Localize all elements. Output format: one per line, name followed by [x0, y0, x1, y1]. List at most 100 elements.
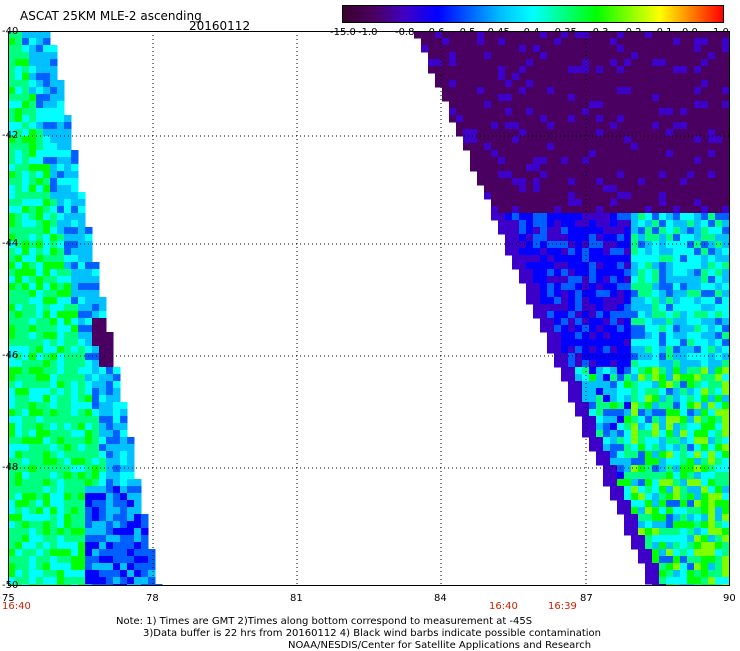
- swath-cell: [8, 563, 16, 571]
- swath-cell: [50, 360, 58, 368]
- swath-cell: [638, 31, 646, 39]
- swath-cell: [15, 213, 23, 221]
- swath-cell: [701, 528, 709, 536]
- swath-cell: [638, 171, 646, 179]
- swath-cell: [610, 248, 618, 256]
- swath-cell: [15, 311, 23, 319]
- swath-cell: [715, 535, 723, 543]
- swath-cell: [463, 136, 471, 144]
- swath-cell: [99, 381, 107, 389]
- swath-cell: [540, 59, 548, 67]
- swath-cell: [610, 402, 618, 410]
- colorbar-label: -1.0: [358, 27, 378, 38]
- swath-cell: [78, 409, 86, 417]
- swath-cell: [638, 269, 646, 277]
- swath-cell: [491, 87, 499, 95]
- swath-cell: [113, 381, 121, 389]
- swath-cell: [113, 556, 121, 564]
- swath-cell: [554, 66, 562, 74]
- swath-cell: [519, 59, 527, 67]
- note-line: NOAA/NESDIS/Center for Satellite Applica…: [288, 640, 592, 651]
- swath-cell: [603, 206, 611, 214]
- swath-cell: [8, 458, 16, 466]
- swath-cell: [603, 66, 611, 74]
- swath-cell: [43, 38, 51, 46]
- map-plot[interactable]: [8, 31, 730, 586]
- swath-cell: [694, 87, 702, 95]
- swath-cell: [722, 206, 730, 214]
- swath-cell: [638, 157, 646, 165]
- swath-cell: [687, 360, 695, 368]
- swath-cell: [624, 220, 632, 228]
- swath-cell: [71, 213, 79, 221]
- swath-cell: [715, 542, 723, 550]
- swath-cell: [603, 353, 611, 361]
- swath-cell: [694, 423, 702, 431]
- swath-cell: [148, 556, 156, 564]
- swath-cell: [57, 129, 65, 137]
- swath-cell: [64, 528, 72, 536]
- swath-cell: [701, 479, 709, 487]
- swath-cell: [694, 255, 702, 263]
- swath-cell: [22, 325, 30, 333]
- swath-cell: [78, 416, 86, 424]
- swath-cell: [645, 276, 653, 284]
- swath-cell: [15, 500, 23, 508]
- swath-cell: [715, 234, 723, 242]
- swath-cell: [596, 122, 604, 130]
- swath-cell: [610, 423, 618, 431]
- swath-cell: [540, 38, 548, 46]
- swath-cell: [673, 388, 681, 396]
- swath-cell: [57, 185, 65, 193]
- swath-cell: [15, 346, 23, 354]
- swath-cell: [127, 556, 135, 564]
- swath-cell: [638, 444, 646, 452]
- swath-cell: [722, 52, 730, 60]
- swath-cell: [694, 549, 702, 557]
- swath-cell: [15, 521, 23, 529]
- swath-cell: [582, 234, 590, 242]
- swath-cell: [708, 374, 716, 382]
- swath-cell: [120, 577, 128, 585]
- swath-cell: [568, 346, 576, 354]
- swath-cell: [15, 255, 23, 263]
- swath-cell: [8, 80, 16, 88]
- swath-cell: [715, 388, 723, 396]
- swath-cell: [589, 150, 597, 158]
- swath-cell: [36, 52, 44, 60]
- swath-cell: [120, 500, 128, 508]
- swath-cell: [463, 45, 471, 53]
- swath-cell: [666, 129, 674, 137]
- swath-cell: [568, 115, 576, 123]
- swath-cell: [22, 423, 30, 431]
- swath-cell: [22, 346, 30, 354]
- swath-cell: [638, 129, 646, 137]
- swath-cell: [659, 59, 667, 67]
- swath-cell: [15, 87, 23, 95]
- swath-cell: [106, 416, 114, 424]
- swath-cell: [36, 206, 44, 214]
- swath-cell: [575, 325, 583, 333]
- swath-cell: [50, 234, 58, 242]
- swath-cell: [673, 528, 681, 536]
- swath-cell: [638, 507, 646, 515]
- swath-cell: [575, 94, 583, 102]
- swath-cell: [36, 332, 44, 340]
- swath-cell: [652, 395, 660, 403]
- swath-cell: [442, 52, 450, 60]
- swath-cell: [64, 248, 72, 256]
- swath-cell: [561, 332, 569, 340]
- swath-cell: [582, 353, 590, 361]
- swath-cell: [71, 199, 79, 207]
- swath-cell: [71, 465, 79, 473]
- swath-cell: [78, 241, 86, 249]
- swath-cell: [722, 353, 730, 361]
- swath-cell: [631, 269, 639, 277]
- swath-cell: [540, 290, 548, 298]
- swath-cell: [22, 409, 30, 417]
- swath-cell: [673, 353, 681, 361]
- swath-cell: [8, 577, 16, 585]
- swath-cell: [421, 45, 429, 53]
- swath-cell: [64, 493, 72, 501]
- swath-cell: [673, 143, 681, 151]
